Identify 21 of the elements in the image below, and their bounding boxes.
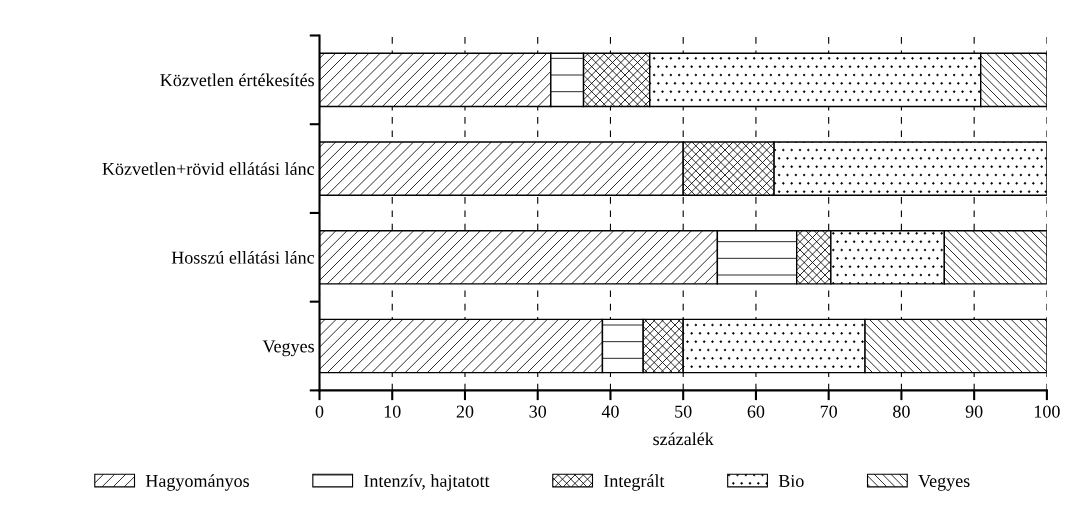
legend-label: Bio <box>778 474 804 488</box>
x-tick-label: 30 <box>529 405 547 418</box>
y-tick-label: Közvetlen értékesítés <box>160 73 314 87</box>
legend-label: Hagyományos <box>145 474 249 491</box>
x-tick-label: 90 <box>965 405 983 418</box>
legend-label: Vegyes <box>918 475 970 491</box>
legend-label: Intenzív, hajtatott <box>364 474 490 491</box>
x-tick-label: 20 <box>456 405 474 418</box>
x-tick-label: 10 <box>384 405 401 418</box>
x-tick-label: 60 <box>747 405 765 418</box>
x-tick-label: 40 <box>601 405 619 418</box>
y-tick-label: Hosszú ellátási lánc <box>171 251 315 264</box>
x-tick-label: 80 <box>893 405 910 418</box>
x-tick-label: 70 <box>820 405 838 418</box>
x-tick-label: 0 <box>315 405 324 418</box>
legend-label: Integrált <box>603 474 665 491</box>
x-tick-label: 100 <box>1034 405 1060 418</box>
x-tick-label: 50 <box>675 405 692 418</box>
x-axis-title: százalék <box>653 432 714 446</box>
y-tick-label: Vegyes <box>262 340 314 357</box>
y-tick-label: Közvetlen+rövid ellátási lánc <box>102 162 315 176</box>
